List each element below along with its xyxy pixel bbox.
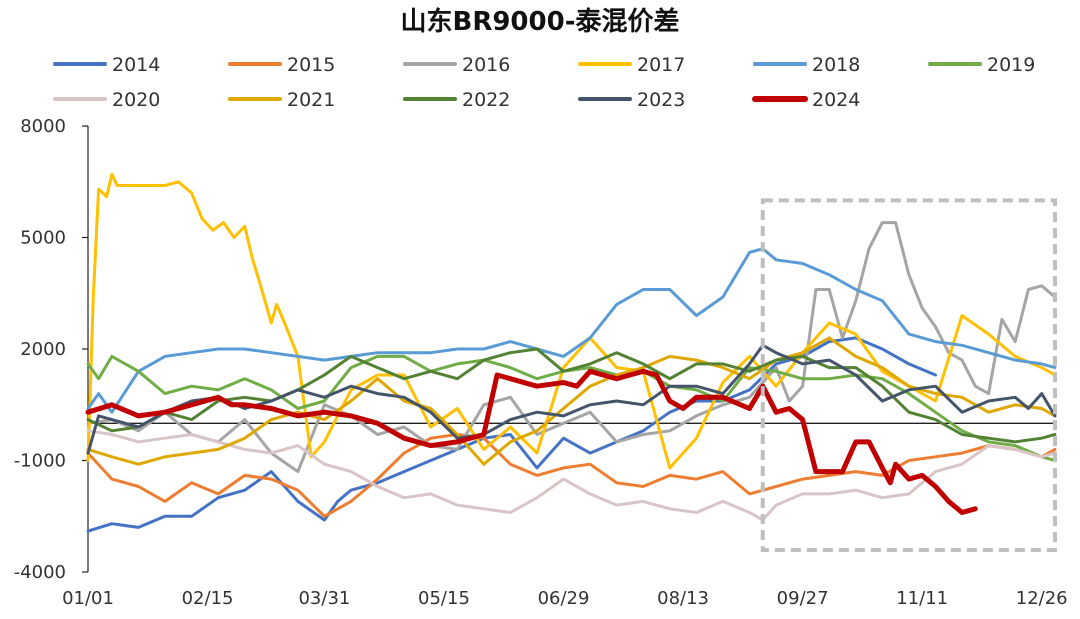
legend-item-2017: 2017: [578, 54, 685, 76]
x-tick-label: 03/31: [298, 588, 350, 609]
y-tick-label: -1000: [14, 451, 66, 472]
legend-item-2023: 2023: [578, 89, 685, 111]
y-tick-label: -4000: [14, 562, 66, 583]
legend-label: 2019: [987, 54, 1035, 76]
series-line-2017: [86, 172, 1057, 470]
series-line-2018: [86, 247, 1057, 414]
series-line-2015: [86, 433, 1057, 518]
x-tick-label: 05/15: [418, 588, 470, 609]
series-line-2016: [86, 221, 1057, 474]
x-tick-label: 02/15: [182, 588, 234, 609]
legend-label: 2017: [637, 54, 685, 76]
legend-item-2024: 2024: [752, 89, 860, 111]
plot-area: 8000 5000 2000 -1000 -4000 01/01 02/15 03/31 05/…: [14, 116, 1068, 609]
legend-item-2016: 2016: [403, 54, 510, 76]
x-tick-label: 01/01: [62, 588, 114, 609]
legend-item-2014: 2014: [53, 54, 160, 76]
series-line-2020: [86, 429, 1057, 522]
legend: 2014 2015 2016 2017 2018 2019 2020 2021 2022 2023…: [53, 54, 1035, 111]
x-tick-label: 12/26: [1016, 588, 1068, 609]
x-tick-label: 08/13: [657, 588, 709, 609]
y-tick-label: 2000: [20, 339, 66, 360]
legend-label: 2021: [287, 89, 335, 111]
series-line-2022: [86, 347, 1057, 444]
y-tick-label: 5000: [20, 228, 66, 249]
legend-label: 2024: [812, 89, 860, 111]
legend-label: 2020: [112, 89, 160, 111]
series-line-2021: [86, 336, 1057, 466]
legend-label: 2015: [287, 54, 335, 76]
x-tick-label: 11/11: [896, 588, 948, 609]
legend-label: 2018: [812, 54, 860, 76]
highlight-box: [760, 198, 1057, 552]
legend-item-2015: 2015: [228, 54, 335, 76]
series-line-2024: [85, 368, 978, 515]
legend-label: 2014: [112, 54, 160, 76]
legend-item-2018: 2018: [753, 54, 860, 76]
legend-item-2020: 2020: [53, 89, 160, 111]
legend-item-2021: 2021: [228, 89, 335, 111]
legend-label: 2023: [637, 89, 685, 111]
y-tick-label: 8000: [20, 116, 66, 137]
legend-label: 2022: [462, 89, 510, 111]
chart-title: 山东BR9000-泰混价差: [401, 6, 680, 37]
legend-label: 2016: [462, 54, 510, 76]
legend-item-2022: 2022: [403, 89, 510, 111]
x-tick-label: 09/27: [777, 588, 829, 609]
x-tick-label: 06/29: [538, 588, 590, 609]
legend-item-2019: 2019: [928, 54, 1035, 76]
